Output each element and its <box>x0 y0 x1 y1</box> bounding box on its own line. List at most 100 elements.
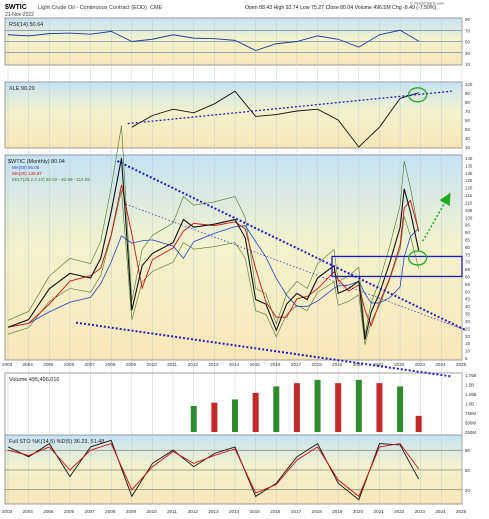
xle-line <box>131 90 419 148</box>
volume-bar <box>252 392 259 432</box>
axis-tick-label: 120 <box>465 186 473 191</box>
year-tick-label: 2020 <box>353 509 364 514</box>
axis-tick-label: 50 <box>465 289 470 294</box>
year-tick-label: 2016 <box>270 362 281 367</box>
year-tick-label: 2005 <box>43 362 54 367</box>
credit-label: © StockCharts.com <box>410 1 445 6</box>
axis-tick-label: 75 <box>465 252 470 257</box>
projection-arrow <box>422 192 451 242</box>
axis-tick-label: 1.25B <box>465 392 477 397</box>
axis-tick-label: 5 <box>465 356 468 361</box>
axis-tick-label: 30 <box>465 319 470 324</box>
year-tick-label: 2021 <box>373 509 384 514</box>
chart-header: $WTIC Light Crude Oil - Continuous Contr… <box>5 1 445 19</box>
legend-keltner: KELT(20,2.0,10) 50.82 - 82.68 - 114.09 <box>12 177 90 182</box>
keltner-upper-band <box>7 125 419 335</box>
axis-tick-label: 15 <box>465 341 470 346</box>
quote-line: Open 88.43 High 92.74 Low 75.27 Close 80… <box>245 5 436 11</box>
volume-bar <box>355 379 362 432</box>
axis-tick-label: 90 <box>465 17 470 22</box>
year-tick-label: 2023 <box>415 362 426 367</box>
axis-tick-label: 80 <box>465 100 470 105</box>
price-line <box>7 157 420 340</box>
axis-tick-label: 25 <box>465 326 470 331</box>
axis-tick-label: 10 <box>465 62 470 67</box>
axis-tick-label: 70 <box>465 109 470 114</box>
symbol-label: $WTIC <box>5 4 27 11</box>
rsi-line <box>7 29 419 51</box>
volume-bar <box>211 402 218 432</box>
axis-tick-label: 30 <box>465 145 470 150</box>
legend-ma50: MA(50) 86.05 <box>12 165 40 170</box>
symbol-description: Light Crude Oil - Continuous Contract (E… <box>38 5 147 11</box>
stochastic-k-line <box>7 439 420 501</box>
axis-tick-label: 140 <box>465 156 473 161</box>
axis-tick-label: 60 <box>465 275 470 280</box>
axis-tick-label: 135 <box>465 163 473 168</box>
axis-tick-label: 100 <box>465 82 473 87</box>
volume-bar <box>293 383 300 432</box>
year-tick-label: 2006 <box>64 509 75 514</box>
axis-tick-label: 90 <box>465 230 470 235</box>
year-tick-label: 2007 <box>85 362 96 367</box>
axis-tick-label: 125 <box>465 178 473 183</box>
axis-tick-label: 80 <box>465 245 470 250</box>
year-tick-label: 2011 <box>167 362 177 367</box>
price-highlight-circle <box>407 250 428 266</box>
year-tick-label: 2025 <box>456 362 467 367</box>
axis-tick-label: 70 <box>465 260 470 265</box>
axis-tick-label: 50 <box>465 127 470 132</box>
chart-date: 21-Nov-2022 <box>5 12 34 18</box>
year-tick-label: 2007 <box>85 509 96 514</box>
upper-trendline <box>116 160 467 332</box>
axis-tick-label: 105 <box>465 208 473 213</box>
axis-tick-label: 10 <box>465 349 470 354</box>
legend-ma20: MA(20) 139.87 <box>12 171 42 176</box>
year-tick-label: 2023 <box>415 509 426 514</box>
year-tick-label: 2013 <box>208 509 219 514</box>
year-tick-label: 2024 <box>435 509 446 514</box>
axis-tick-label: 20 <box>465 488 470 493</box>
year-tick-label: 2004 <box>23 509 34 514</box>
year-tick-label: 2019 <box>332 509 343 514</box>
axis-tick-label: 65 <box>465 267 470 272</box>
axis-tick-label: 250M <box>465 430 476 435</box>
volume-bar <box>335 383 342 432</box>
year-tick-label: 2008 <box>105 362 116 367</box>
stochastic-title: Full STO %K(14,5) %D(5) 36.23, 51.48 <box>9 439 104 445</box>
ma50-line <box>7 225 419 328</box>
axis-tick-label: 55 <box>465 282 470 287</box>
year-tick-label: 2004 <box>23 362 34 367</box>
year-tick-label: 2008 <box>105 509 116 514</box>
year-tick-label: 2018 <box>312 362 323 367</box>
year-tick-label: 2009 <box>126 509 137 514</box>
keltner-lower-band <box>7 190 419 345</box>
axis-tick-label: 40 <box>465 304 470 309</box>
exchange-label: CME <box>150 5 163 11</box>
axis-tick-label: 95 <box>465 223 470 228</box>
stochastic-panel <box>4 434 463 505</box>
axis-tick-label: 50 <box>465 468 470 473</box>
year-tick-label: 2022 <box>394 509 405 514</box>
volume-bar <box>376 383 383 432</box>
year-tick-label: 2020 <box>353 362 364 367</box>
axis-tick-label: 35 <box>465 312 470 317</box>
volume-bar <box>232 399 238 432</box>
axis-tick-label: 40 <box>465 136 470 141</box>
volume-bar <box>397 386 404 432</box>
axis-tick-label: 115 <box>465 193 473 198</box>
rsi-title: RSI(14) 50.64 <box>9 22 43 28</box>
xle-panel <box>4 81 463 149</box>
year-tick-label: 2003 <box>2 509 13 514</box>
year-tick-label: 2009 <box>126 362 137 367</box>
price-panel <box>4 154 463 361</box>
year-tick-label: 2025 <box>456 509 467 514</box>
year-tick-label: 2014 <box>229 509 240 514</box>
axis-tick-label: 100 <box>465 215 473 220</box>
axis-tick-label: 90 <box>465 91 470 96</box>
year-tick-label: 2017 <box>291 362 302 367</box>
inner-trendline <box>125 203 467 331</box>
axis-tick-label: 30 <box>465 51 470 56</box>
axis-tick-label: 1.5B <box>465 383 474 388</box>
